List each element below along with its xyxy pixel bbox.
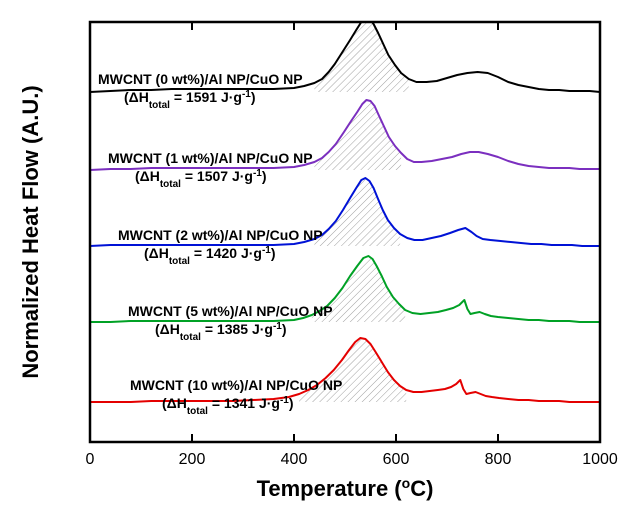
mwcnt-2wt-label-2: (ΔHtotal = 1420 J·g-1) xyxy=(144,245,276,267)
x-tick-label: 1000 xyxy=(582,451,618,468)
mwcnt-1wt-label-2: (ΔHtotal = 1507 J·g-1) xyxy=(135,168,267,190)
mwcnt-2wt-label-1: MWCNT (2 wt%)/Al NP/CuO NP xyxy=(118,227,323,243)
mwcnt-10wt-label-2: (ΔHtotal = 1341 J·g-1) xyxy=(162,395,294,417)
mwcnt-0wt-label-1: MWCNT (0 wt%)/Al NP/CuO NP xyxy=(98,71,303,87)
x-tick-label: 400 xyxy=(281,451,308,468)
x-tick-label: 0 xyxy=(86,451,95,468)
mwcnt-10wt-label-1: MWCNT (10 wt%)/Al NP/CuO NP xyxy=(130,377,342,393)
y-axis-title: Normalized Heat Flow (A.U.) xyxy=(18,85,43,378)
dsc-thermogram-chart: { "chart": { "type": "line", "width": 63… xyxy=(0,0,630,519)
mwcnt-1wt-label-1: MWCNT (1 wt%)/Al NP/CuO NP xyxy=(108,150,313,166)
x-tick-label: 200 xyxy=(179,451,206,468)
mwcnt-5wt-label-2: (ΔHtotal = 1385 J·g-1) xyxy=(155,321,287,343)
x-axis-title: Temperature (oC) xyxy=(257,475,434,501)
chart-svg: 0 200 400 600 800 1000 Temperature (oC) Normali… xyxy=(0,0,630,519)
mwcnt-0wt-peak-fill xyxy=(314,18,408,92)
mwcnt-0wt-label-2: (ΔHtotal = 1591 J·g-1) xyxy=(124,89,256,111)
x-tick-label: 800 xyxy=(485,451,512,468)
x-tick-label: 600 xyxy=(383,451,410,468)
mwcnt-5wt-label-1: MWCNT (5 wt%)/Al NP/CuO NP xyxy=(128,303,333,319)
